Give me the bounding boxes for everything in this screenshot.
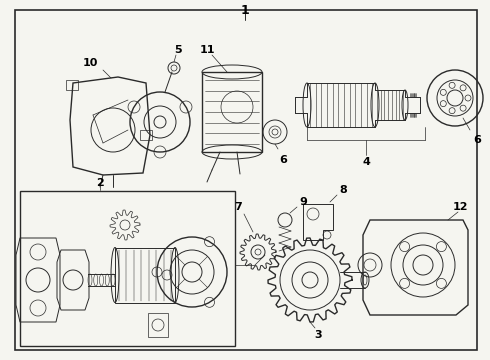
Bar <box>140 130 152 140</box>
Bar <box>202 72 262 152</box>
Text: 11: 11 <box>199 45 215 55</box>
Text: 12: 12 <box>452 202 468 212</box>
Bar <box>20 191 235 346</box>
Text: 5: 5 <box>174 45 182 55</box>
Text: 6: 6 <box>279 155 287 165</box>
Text: 9: 9 <box>299 197 307 207</box>
Text: 4: 4 <box>362 157 370 167</box>
Text: 8: 8 <box>339 185 347 195</box>
Bar <box>115 248 175 302</box>
Text: 7: 7 <box>234 202 242 212</box>
Text: 3: 3 <box>314 330 322 340</box>
Text: 6: 6 <box>473 135 481 145</box>
Text: 2: 2 <box>96 178 104 188</box>
Text: 10: 10 <box>82 58 98 68</box>
Bar <box>66 80 78 90</box>
Text: 1: 1 <box>241 4 249 17</box>
